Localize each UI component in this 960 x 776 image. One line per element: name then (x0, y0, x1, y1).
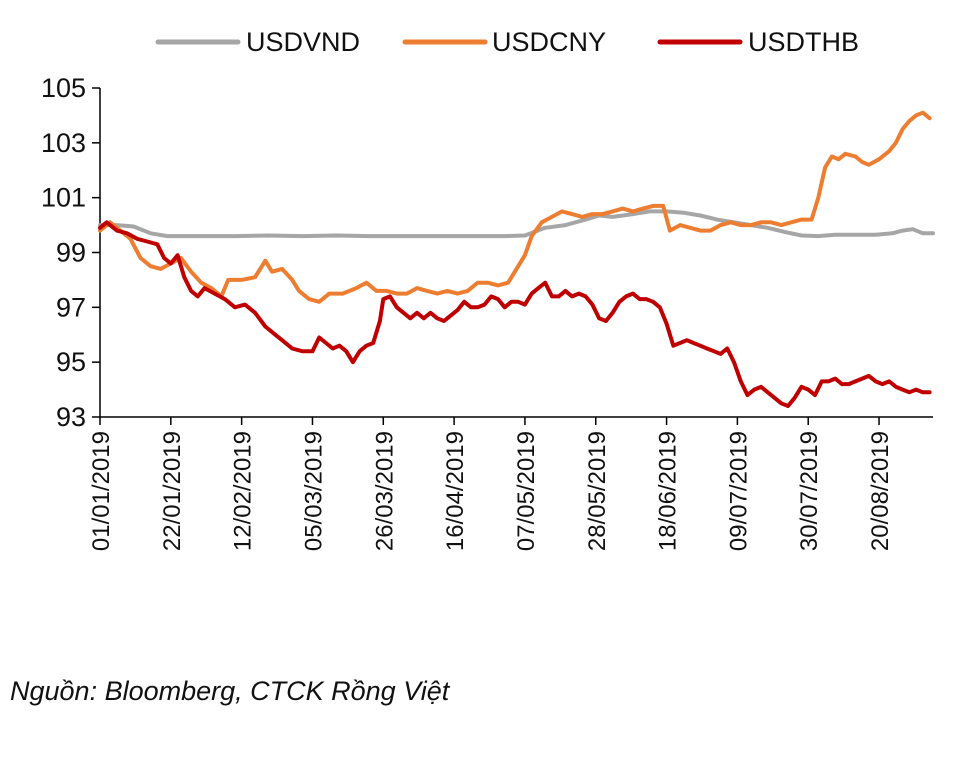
y-tick-label: 101 (41, 183, 86, 213)
x-tick-label: 18/06/2019 (655, 431, 682, 551)
x-tick-label: 12/02/2019 (230, 431, 257, 551)
x-tick-label: 20/08/2019 (867, 431, 894, 551)
x-tick-label: 26/03/2019 (371, 431, 398, 551)
fx-line-chart: USDVND USDCNY USDTHB 93 95 97 99 101 103 105 01/… (41, 27, 935, 551)
x-tick-label: 30/07/2019 (796, 431, 823, 551)
y-axis: 93 95 97 99 101 103 105 (41, 73, 101, 432)
x-tick-label: 07/05/2019 (513, 431, 540, 551)
legend-label-usdvnd: USDVND (246, 27, 360, 57)
y-tick-label: 97 (56, 292, 86, 322)
y-tick-label: 99 (56, 238, 86, 268)
x-tick-label: 28/05/2019 (584, 431, 611, 551)
series-line-usdvnd (98, 209, 935, 239)
x-tick-label: 09/07/2019 (725, 431, 752, 551)
y-tick-label: 95 (56, 347, 86, 377)
x-tick-label: 16/04/2019 (442, 431, 469, 551)
series-layer (98, 110, 935, 408)
x-tick-label: 05/03/2019 (300, 431, 327, 551)
x-tick-label: 22/01/2019 (159, 431, 186, 551)
series-line-usdthb (98, 220, 932, 408)
source-note: Nguồn: Bloomberg, CTCK Rồng Việt (10, 676, 450, 706)
x-axis: 01/01/2019 22/01/2019 12/02/2019 05/03/2019… (88, 416, 933, 551)
series-line-usdcny (98, 110, 932, 304)
y-tick-label: 93 (56, 402, 86, 432)
legend-label-usdcny: USDCNY (492, 27, 606, 57)
legend-label-usdthb: USDTHB (748, 27, 859, 57)
y-tick-label: 103 (41, 128, 86, 158)
y-tick-label: 105 (41, 73, 86, 103)
chart-legend: USDVND USDCNY USDTHB (155, 27, 859, 57)
x-tick-label: 01/01/2019 (88, 431, 115, 551)
